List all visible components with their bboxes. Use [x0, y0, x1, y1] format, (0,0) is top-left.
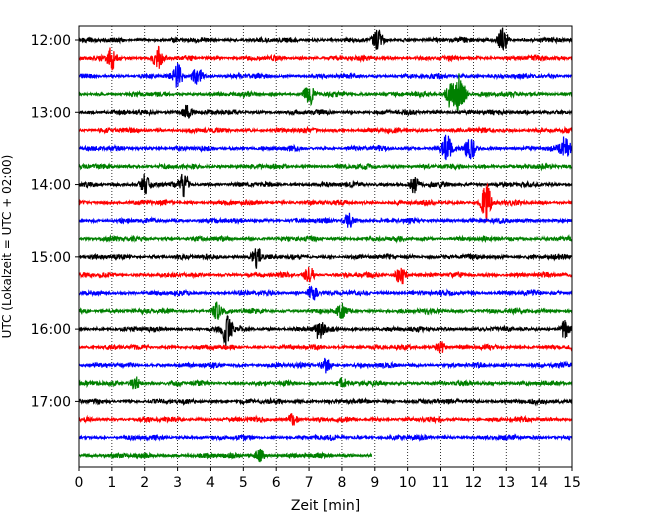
trace-line	[78, 104, 573, 119]
trace-line	[78, 267, 573, 285]
y-axis-ticks: 12:00 13:00 14:00 15:00 16:00 17:00	[31, 33, 79, 410]
trace-line	[78, 73, 573, 112]
x-tick-label: 15	[563, 475, 581, 491]
x-axis-ticks: 0 1 2 3 4 5 6 7 8 9 10 11 12 13 14 15	[75, 467, 581, 491]
x-tick-label: 13	[497, 475, 515, 491]
x-tick-label: 3	[173, 475, 182, 491]
trace-line	[78, 134, 573, 161]
x-tick-label: 10	[399, 475, 417, 491]
trace-line	[78, 285, 573, 301]
trace-line	[78, 315, 573, 347]
trace-line	[78, 433, 573, 443]
y-tick-label: 14:00	[31, 178, 71, 194]
x-tick-label: 2	[140, 475, 149, 491]
trace-line	[78, 183, 573, 223]
trace-line	[78, 301, 573, 320]
trace-line	[78, 413, 573, 426]
y-tick-label: 17:00	[31, 394, 71, 410]
trace-line	[78, 357, 573, 374]
trace-line	[78, 247, 573, 269]
trace-line	[78, 63, 573, 88]
x-tick-label: 12	[464, 475, 482, 491]
trace-line	[78, 341, 573, 354]
y-tick-label: 12:00	[31, 33, 71, 49]
trace-line	[78, 125, 573, 135]
x-tick-label: 14	[530, 475, 548, 491]
x-axis-label: Zeit [min]	[291, 498, 360, 514]
x-tick-label: 7	[305, 475, 314, 491]
trace-line	[78, 162, 573, 172]
plot-frame	[78, 25, 573, 468]
trace-line	[78, 448, 373, 463]
x-tick-label: 11	[432, 475, 450, 491]
x-tick-label: 6	[272, 475, 281, 491]
trace-line	[78, 45, 573, 71]
trace-line	[78, 376, 573, 390]
x-tick-label: 1	[107, 475, 116, 491]
trace-line	[78, 234, 573, 244]
x-tick-label: 9	[370, 475, 379, 491]
trace-group	[78, 27, 573, 463]
trace-line	[78, 396, 573, 407]
y-axis-label: UTC (Lokalzeit = UTC + 02:00)	[0, 155, 14, 339]
y-tick-label: 13:00	[31, 105, 71, 121]
x-tick-label: 5	[239, 475, 248, 491]
x-tick-label: 4	[206, 475, 215, 491]
x-tick-label: 8	[337, 475, 346, 491]
trace-line	[78, 173, 573, 198]
y-tick-label: 16:00	[31, 322, 71, 338]
x-tick-label: 0	[75, 475, 84, 491]
y-tick-label: 15:00	[31, 250, 71, 266]
trace-line	[78, 212, 573, 228]
trace-line	[78, 27, 573, 51]
